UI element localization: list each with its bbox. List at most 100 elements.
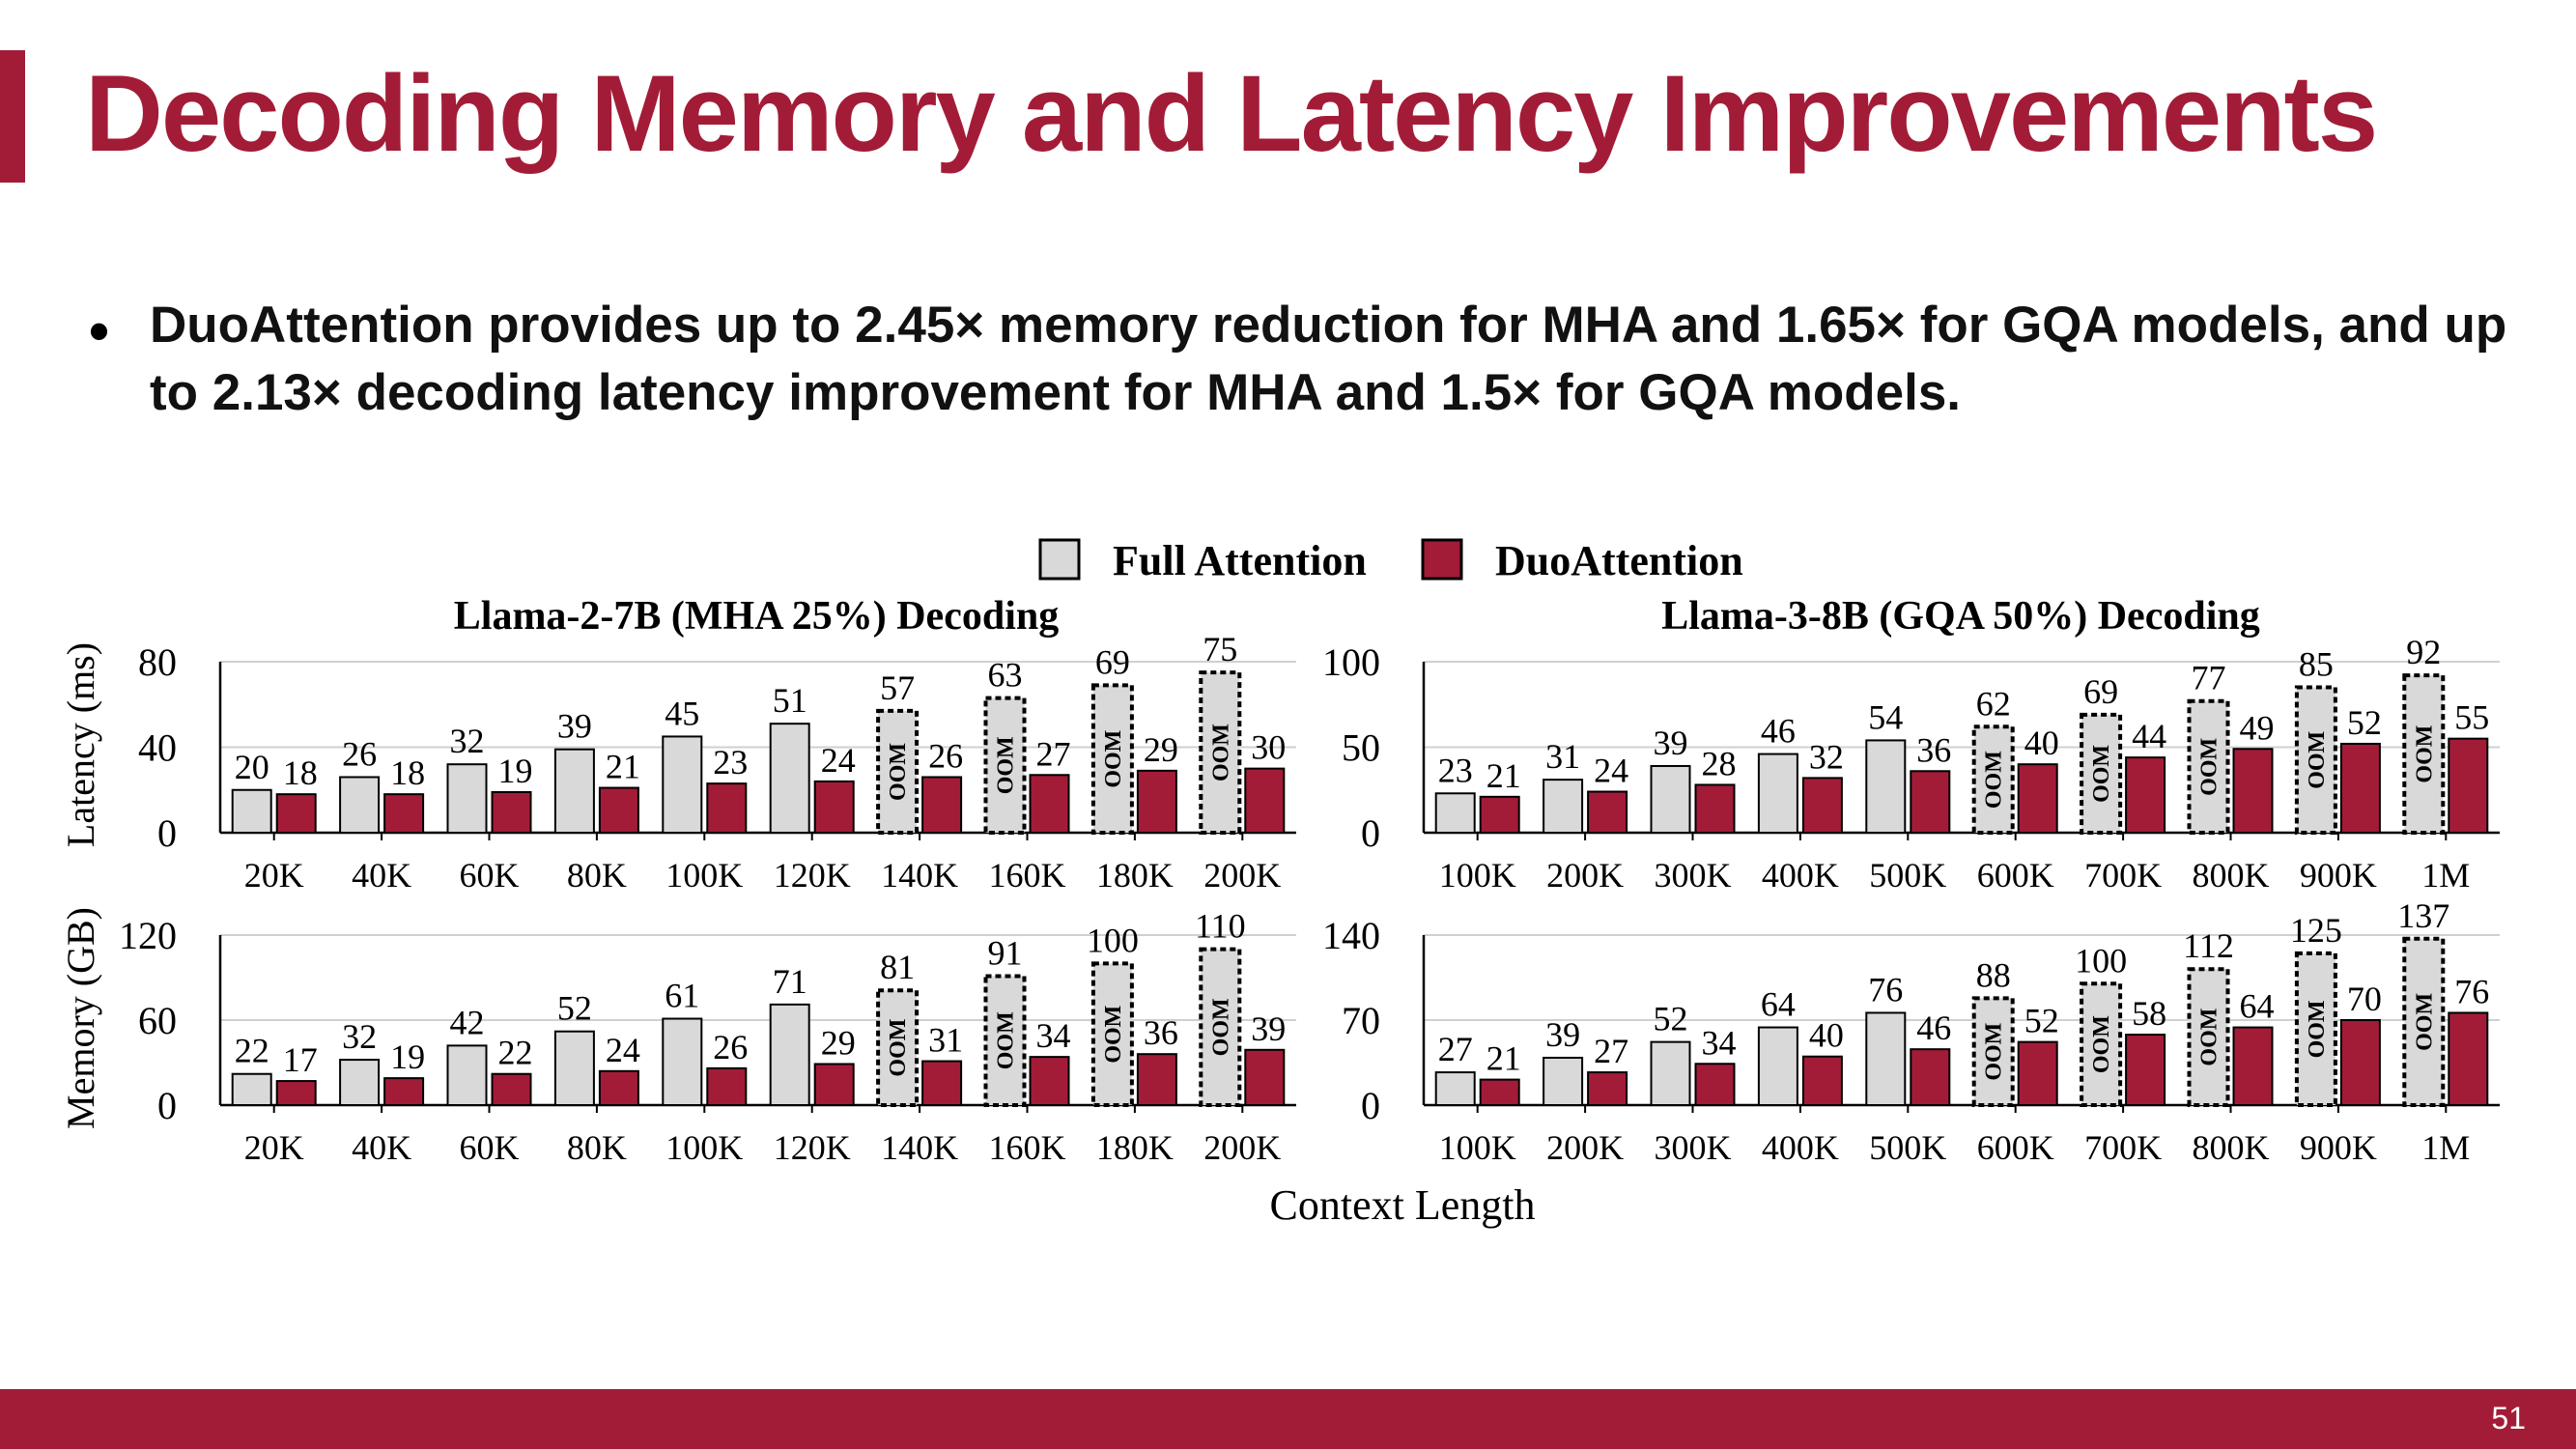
x-tick-label: 80K — [567, 1128, 627, 1167]
data-label-full: 42 — [450, 1003, 485, 1041]
bar-duoattention — [1910, 1048, 1951, 1106]
data-label-duo: 52 — [2347, 703, 2382, 742]
left-panel-title: Llama-2-7B (MHA 25%) Decoding — [454, 594, 1059, 639]
bar-duoattention — [706, 1066, 748, 1107]
x-tick-label: 100K — [665, 1128, 743, 1167]
chart-llama3-memory: 0 70 140 100K 27 21 200K 39 27 300K 52 34 400K 64 40 50… — [1322, 896, 2500, 1167]
x-tick-label: 140K — [881, 1128, 958, 1167]
bar-full-attention — [446, 1044, 488, 1107]
data-label-duo: 21 — [1486, 756, 1521, 795]
y-tick-label: 0 — [1361, 1084, 1380, 1127]
bullet-text: DuoAttention provides up to 2.45× memory… — [150, 297, 2507, 421]
bullet-marker: • — [89, 298, 110, 363]
x-tick-label: 900K — [2300, 856, 2377, 895]
bar-duoattention — [1136, 1053, 1177, 1106]
bar-full-attention — [662, 735, 703, 834]
oom-label: OOM — [1101, 1006, 1126, 1064]
y-tick-label: 0 — [157, 811, 177, 855]
x-tick-label: 400K — [1762, 1128, 1839, 1167]
data-label-duo: 76 — [2454, 972, 2489, 1010]
bar-full-attention-oom — [876, 988, 920, 1107]
data-label-full: 75 — [1203, 630, 1237, 668]
data-label-full: 77 — [2192, 659, 2226, 697]
data-label-duo: 21 — [1486, 1039, 1521, 1078]
bar-full-attention-oom — [1199, 947, 1242, 1108]
y-tick-label: 100 — [1322, 640, 1380, 684]
bar-full-attention — [1543, 1056, 1584, 1107]
bar-full-attention — [1757, 1026, 1798, 1106]
x-tick-label: 200K — [1203, 856, 1281, 895]
data-label-duo: 40 — [2024, 724, 2059, 762]
data-label-duo: 22 — [498, 1034, 533, 1072]
data-label-full: 20 — [235, 748, 269, 786]
data-label-full: 32 — [450, 722, 485, 760]
x-tick-label: 20K — [244, 856, 304, 895]
bar-duoattention — [2125, 1034, 2166, 1106]
x-tick-label: 60K — [460, 856, 520, 895]
ylabel-memory: Memory (GB) — [59, 907, 102, 1129]
data-label-duo: 32 — [1809, 737, 1844, 776]
y-tick-label: 120 — [119, 914, 177, 957]
data-label-duo: 27 — [1594, 1032, 1628, 1070]
x-tick-label: 120K — [774, 856, 851, 895]
bar-full-attention — [769, 723, 810, 834]
oom-label: OOM — [2089, 1015, 2114, 1073]
page-number: 51 — [2491, 1401, 2526, 1435]
bar-duoattention — [1136, 769, 1177, 835]
data-label-full: 31 — [1545, 737, 1580, 776]
bar-duoattention — [2017, 763, 2058, 835]
bar-duoattention — [2125, 756, 2166, 834]
bar-full-attention-oom — [2187, 967, 2230, 1108]
bar-duoattention — [1801, 1055, 1843, 1106]
y-tick-label: 80 — [138, 640, 177, 684]
oom-label: OOM — [2197, 738, 2222, 796]
data-label-duo: 24 — [606, 1031, 640, 1069]
data-label-duo: 31 — [928, 1021, 963, 1060]
data-label-duo: 34 — [1702, 1023, 1737, 1062]
data-label-full: 51 — [773, 681, 807, 720]
data-label-duo: 24 — [821, 741, 856, 780]
data-label-duo: 64 — [2240, 987, 2275, 1026]
bar-duoattention — [921, 776, 963, 834]
data-label-full: 39 — [1654, 724, 1688, 762]
y-tick-label: 60 — [138, 999, 177, 1042]
data-label-duo: 34 — [1036, 1016, 1071, 1055]
data-label-full: 100 — [1087, 921, 1139, 959]
bar-full-attention — [1650, 764, 1691, 834]
bar-duoattention — [1587, 790, 1628, 835]
xlabel-context-length: Context Length — [1270, 1181, 1536, 1229]
bar-full-attention-oom — [2402, 673, 2446, 835]
x-tick-label: 700K — [2084, 856, 2162, 895]
x-tick-label: 80K — [567, 856, 627, 895]
data-label-duo: 40 — [1809, 1016, 1844, 1055]
bar-full-attention-oom — [1090, 961, 1134, 1107]
bar-full-attention — [339, 776, 381, 834]
bar-duoattention — [2232, 1026, 2274, 1106]
data-label-full: 88 — [1976, 955, 2011, 994]
bar-duoattention — [1694, 783, 1736, 835]
oom-label: OOM — [2305, 1000, 2330, 1058]
x-tick-label: 800K — [2193, 856, 2270, 895]
data-label-duo: 23 — [713, 743, 748, 781]
data-label-duo: 26 — [928, 736, 963, 775]
bar-duoattention — [2017, 1040, 2058, 1106]
data-label-full: 45 — [665, 694, 699, 732]
x-tick-label: 100K — [665, 856, 743, 895]
bar-duoattention — [2339, 742, 2381, 835]
bar-duoattention — [813, 780, 855, 835]
data-label-duo: 18 — [390, 753, 425, 792]
data-label-duo: 26 — [713, 1028, 748, 1066]
data-label-duo: 70 — [2347, 980, 2382, 1018]
x-tick-label: 500K — [1869, 856, 1946, 895]
x-tick-label: 120K — [774, 1128, 851, 1167]
bar-full-attention — [662, 1017, 703, 1106]
data-label-full: 22 — [235, 1032, 269, 1070]
bar-duoattention — [383, 1077, 425, 1106]
chart-llama2-latency: 0 40 80 20K 20 18 40K 26 18 60K 32 19 80K 39 21 100K 45 2… — [138, 630, 1296, 895]
bar-duoattention — [1029, 1056, 1070, 1106]
x-tick-label: 180K — [1096, 1128, 1174, 1167]
data-label-duo: 27 — [1036, 734, 1071, 773]
legend-label-full: Full Attention — [1113, 537, 1367, 584]
bar-duoattention — [813, 1063, 855, 1107]
